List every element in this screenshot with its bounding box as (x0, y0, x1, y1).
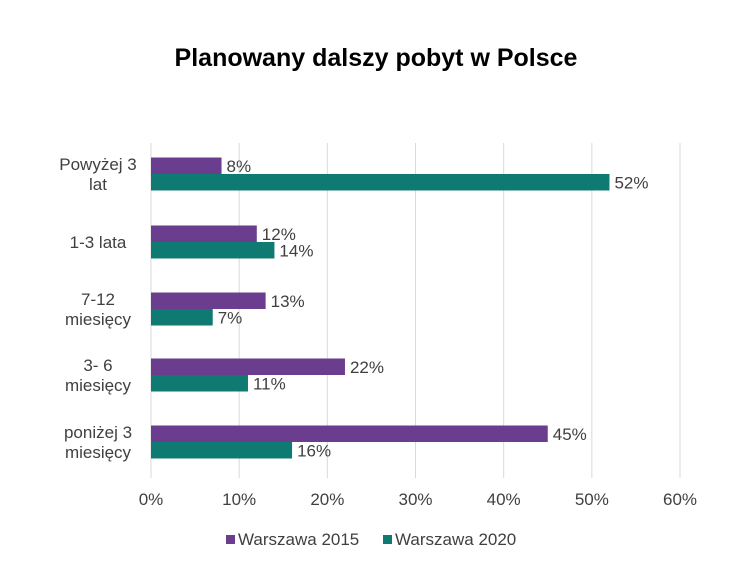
legend: Warszawa 2015 Warszawa 2020 (226, 530, 516, 549)
category-label-line: lat (89, 175, 107, 194)
data-label-warszawa-2020-powyzej-3-lat: 52% (614, 173, 648, 192)
x-tick-label-40: 40% (487, 490, 521, 509)
x-tick-label-0: 0% (139, 490, 164, 509)
chart-title: Planowany dalszy pobyt w Polsce (174, 44, 578, 72)
x-tick-label-60: 60% (663, 490, 697, 509)
category-label-line: 1-3 lata (70, 233, 127, 252)
legend-label-warszawa-2020: Warszawa 2020 (395, 530, 516, 549)
legend-swatch-warszawa-2015 (226, 535, 235, 544)
category-label-line: poniżej 3 (64, 423, 132, 442)
category-label-line: 3- 6 (83, 356, 112, 375)
category-label-line: miesięcy (65, 310, 132, 329)
bars (151, 157, 610, 459)
category-label-powyzej-3-lat: Powyżej 3 lat (59, 155, 136, 194)
x-axis-ticks: 0% 10% 20% 30% 40% 50% 60% (139, 490, 697, 509)
bar-warszawa-2015-7-12-miesiecy (151, 292, 266, 309)
data-label-warszawa-2020-7-12-miesiecy: 7% (218, 308, 243, 327)
category-label-line: 7-12 (81, 290, 115, 309)
category-label-7-12-miesiecy: 7-12 miesięcy (65, 290, 132, 329)
legend-label-warszawa-2015: Warszawa 2015 (238, 530, 359, 549)
x-tick-label-20: 20% (310, 490, 344, 509)
category-label-line: Powyżej 3 (59, 155, 136, 174)
x-tick-label-50: 50% (575, 490, 609, 509)
category-label-line: miesięcy (65, 443, 132, 462)
category-label-line: miesięcy (65, 376, 132, 395)
bar-warszawa-2015-1-3-lata (151, 225, 257, 242)
data-label-warszawa-2020-ponizej-3-miesiecy: 16% (297, 441, 331, 460)
category-label-3-6-miesiecy: 3- 6 miesięcy (65, 356, 132, 395)
data-label-warszawa-2020-1-3-lata: 14% (279, 241, 313, 260)
data-label-warszawa-2020-3-6-miesiecy: 11% (253, 374, 286, 393)
data-label-warszawa-2015-3-6-miesiecy: 22% (350, 358, 384, 377)
category-label-1-3-lata: 1-3 lata (70, 233, 127, 252)
data-label-warszawa-2015-ponizej-3-miesiecy: 45% (553, 425, 587, 444)
grid-lines (150, 143, 681, 478)
bar-warszawa-2020-powyzej-3-lat (151, 174, 610, 191)
x-tick-label-30: 30% (398, 490, 432, 509)
bar-warszawa-2020-1-3-lata (151, 242, 275, 259)
category-label-ponizej-3-miesiecy: poniżej 3 miesięcy (64, 423, 132, 462)
bar-warszawa-2020-7-12-miesiecy (151, 309, 213, 326)
data-labels: 8% 52% 12%14% 13% 7% 22% 11% 45% 16% (218, 157, 649, 461)
data-label-warszawa-2015-powyzej-3-lat: 8% (227, 157, 252, 176)
legend-swatch-warszawa-2020 (383, 535, 392, 544)
bar-warszawa-2015-ponizej-3-miesiecy (151, 425, 548, 442)
data-label-warszawa-2015-1-3-lata: 12% (262, 225, 296, 244)
bar-warszawa-2015-powyzej-3-lat (151, 157, 222, 174)
bar-warszawa-2015-3-6-miesiecy (151, 358, 345, 375)
bar-warszawa-2020-3-6-miesiecy (151, 375, 248, 392)
data-label-warszawa-2015-7-12-miesiecy: 13% (271, 292, 305, 311)
x-tick-label-10: 10% (222, 490, 256, 509)
bar-warszawa-2020-ponizej-3-miesiecy (151, 442, 293, 459)
